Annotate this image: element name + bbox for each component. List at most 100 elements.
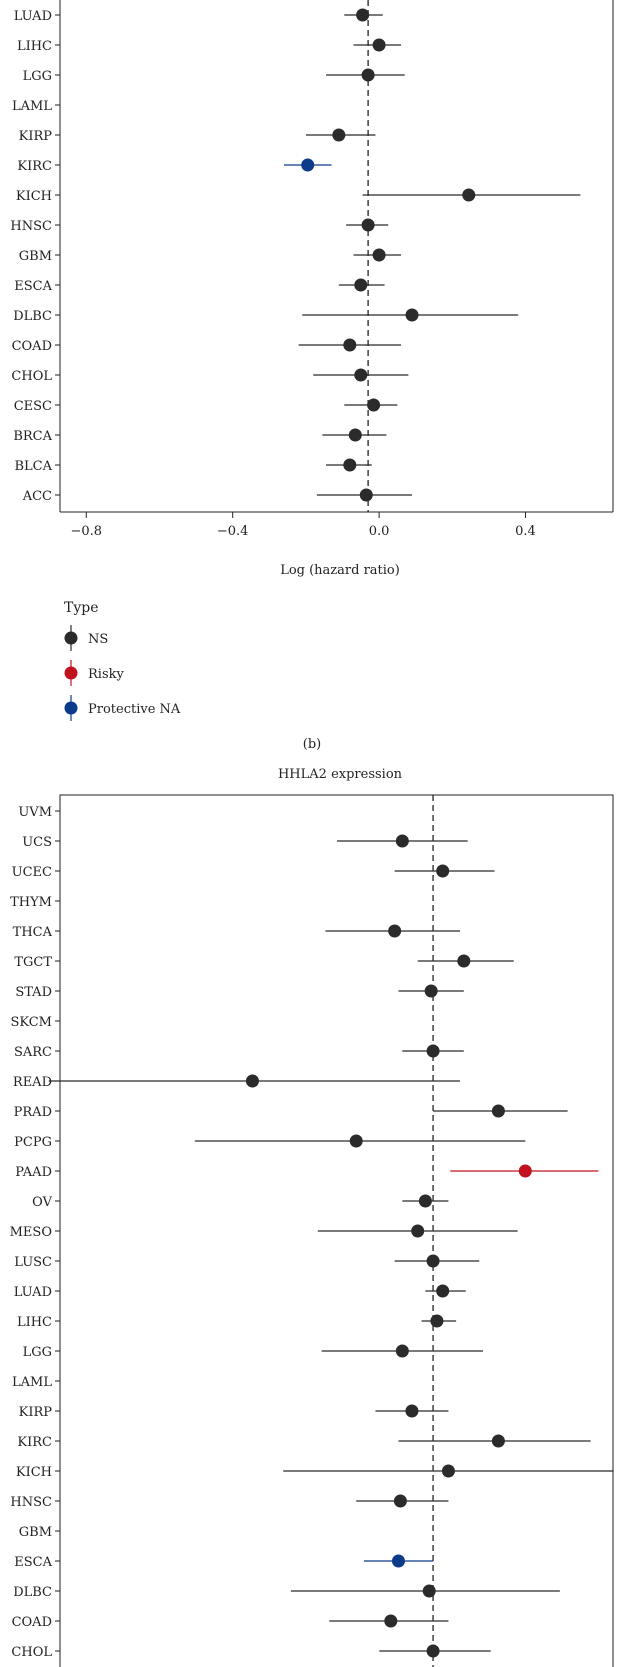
- category-label: UCEC: [12, 865, 52, 880]
- point-estimate: [359, 488, 373, 502]
- category-label: PCPG: [14, 1135, 52, 1150]
- forest-row-skcm: SKCM: [10, 1015, 60, 1030]
- forest-row-hnsc: HNSC: [10, 218, 389, 234]
- category-label: SARC: [14, 1045, 52, 1060]
- forest-row-stad: STAD: [15, 984, 464, 1000]
- forest-row-paad: PAAD: [15, 1164, 599, 1180]
- point-estimate: [343, 338, 357, 352]
- category-label: COAD: [12, 1615, 52, 1630]
- forest-row-kirp: KIRP: [19, 128, 376, 144]
- point-estimate: [384, 1614, 398, 1628]
- forest-row-luad: LUAD: [14, 1284, 466, 1300]
- legend-key-dot: [64, 666, 78, 680]
- forest-row-dlbc: DLBC: [13, 308, 519, 324]
- point-estimate: [457, 954, 471, 968]
- category-label: HNSC: [10, 219, 52, 234]
- category-label: KIRP: [19, 129, 53, 144]
- category-label: ESCA: [14, 1555, 52, 1570]
- category-label: OV: [32, 1195, 52, 1210]
- point-estimate: [518, 1164, 532, 1178]
- forest-row-kirc: KIRC: [17, 1434, 591, 1450]
- legend-items: NS Risky Protective NA: [64, 625, 181, 721]
- point-estimate: [391, 1554, 405, 1568]
- point-estimate: [372, 248, 386, 262]
- forest-row-lihc: LIHC: [17, 1314, 457, 1330]
- category-label: LUAD: [14, 1285, 52, 1300]
- category-label: PRAD: [14, 1105, 52, 1120]
- point-estimate: [332, 128, 346, 142]
- top-plot-marks: ACC BLCA BRCA CESC CHOL COAD DLBC ESCA GBM HNSC KI…: [10, 8, 581, 504]
- forest-row-uvm: UVM: [18, 805, 60, 820]
- forest-row-pcpg: PCPG: [14, 1134, 526, 1150]
- category-label: LIHC: [17, 1315, 52, 1330]
- legend-item: NS: [64, 625, 108, 651]
- category-label: COAD: [12, 339, 52, 354]
- point-estimate: [354, 278, 368, 292]
- category-label: LIHC: [17, 39, 52, 54]
- forest-row-ucs: UCS: [22, 834, 468, 850]
- forest-row-thym: THYM: [10, 895, 60, 910]
- point-estimate: [245, 1074, 259, 1088]
- forest-row-chol: CHOL: [11, 1644, 491, 1660]
- category-label: SKCM: [10, 1015, 52, 1030]
- category-label: GBM: [19, 1525, 52, 1540]
- category-label: READ: [13, 1075, 52, 1090]
- point-estimate: [426, 1254, 440, 1268]
- category-label: KIRC: [17, 1435, 52, 1450]
- point-estimate: [361, 218, 375, 232]
- category-label: GBM: [19, 249, 52, 264]
- legend-item-label: Protective NA: [88, 702, 181, 717]
- forest-row-lusc: LUSC: [14, 1254, 480, 1270]
- point-estimate: [405, 308, 419, 322]
- top-x-axis-ticks: −0.8 −0.4 0.0 0.4: [71, 512, 536, 539]
- point-estimate: [411, 1224, 425, 1238]
- x-tick-label: 0.4: [515, 524, 536, 539]
- forest-row-blca: BLCA: [14, 458, 372, 474]
- point-estimate: [301, 158, 315, 172]
- legend-item-label: NS: [88, 632, 108, 647]
- category-label: LGG: [23, 69, 52, 84]
- forest-row-ucec: UCEC: [12, 864, 495, 880]
- category-label: LUSC: [14, 1255, 52, 1270]
- category-label: ESCA: [14, 279, 52, 294]
- forest-row-kirp: KIRP: [19, 1404, 449, 1420]
- forest-row-luad: LUAD: [14, 8, 383, 24]
- point-estimate: [436, 864, 450, 878]
- bottom-chart-title: HHLA2 expression: [278, 767, 403, 782]
- category-label: KICH: [16, 1465, 52, 1480]
- forest-row-lgg: LGG: [23, 1344, 484, 1360]
- category-label: LAML: [12, 1375, 52, 1390]
- point-estimate: [388, 924, 402, 938]
- category-label: DLBC: [13, 1585, 52, 1600]
- forest-plot-bottom: HHLA2 expression CHOL COAD DLBC ESCA GBM HNSC…: [10, 767, 614, 1667]
- point-estimate: [356, 8, 370, 22]
- forest-row-sarc: SARC: [14, 1044, 464, 1060]
- forest-row-laml: LAML: [12, 1375, 60, 1390]
- bottom-plot-frame: [59, 794, 614, 1667]
- forest-row-lihc: LIHC: [17, 38, 402, 54]
- legend-key-dot: [64, 631, 78, 645]
- forest-row-coad: COAD: [12, 1614, 449, 1630]
- bottom-plot-marks: CHOL COAD DLBC ESCA GBM HNSC KICH KIRC KIRP LAML L…: [10, 805, 614, 1660]
- x-tick-label: −0.8: [71, 524, 103, 539]
- forest-row-laml: LAML: [12, 99, 60, 114]
- forest-row-esca: ESCA: [14, 278, 385, 294]
- category-label: MESO: [10, 1225, 52, 1240]
- category-label: LGG: [23, 1345, 52, 1360]
- point-estimate: [462, 188, 476, 202]
- category-label: LAML: [12, 99, 52, 114]
- forest-row-thca: THCA: [13, 924, 460, 940]
- forest-row-chol: CHOL: [11, 368, 409, 384]
- category-label: STAD: [15, 985, 52, 1000]
- point-estimate: [426, 1644, 440, 1658]
- category-label: TGCT: [14, 955, 52, 970]
- point-estimate: [436, 1284, 450, 1298]
- point-estimate: [343, 458, 357, 472]
- point-estimate: [354, 368, 368, 382]
- top-x-axis-label: Log (hazard ratio): [280, 563, 400, 578]
- category-label: LUAD: [14, 9, 52, 24]
- category-label: BLCA: [14, 459, 52, 474]
- legend: Type NS Risky Protective NA: [64, 600, 181, 721]
- forest-row-ov: OV: [32, 1194, 449, 1210]
- category-label: DLBC: [13, 309, 52, 324]
